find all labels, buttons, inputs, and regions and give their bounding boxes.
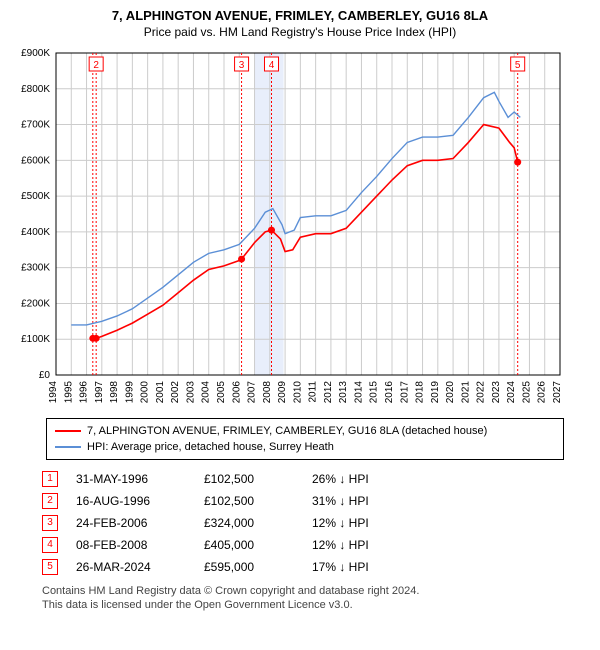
svg-text:2022: 2022 bbox=[476, 381, 487, 404]
svg-text:2020: 2020 bbox=[445, 381, 456, 404]
transaction-row: 3 24-FEB-2006 £324,000 12% ↓ HPI bbox=[42, 512, 592, 534]
svg-text:2002: 2002 bbox=[170, 381, 181, 404]
transaction-marker: 1 bbox=[42, 471, 58, 487]
svg-text:1995: 1995 bbox=[63, 381, 74, 404]
svg-text:£100K: £100K bbox=[21, 334, 50, 345]
svg-text:2019: 2019 bbox=[430, 381, 441, 404]
page-subtitle: Price paid vs. HM Land Registry's House … bbox=[8, 25, 592, 39]
svg-text:2023: 2023 bbox=[491, 381, 502, 404]
svg-text:2004: 2004 bbox=[201, 381, 212, 404]
transaction-date: 26-MAR-2024 bbox=[76, 556, 186, 578]
legend-row: HPI: Average price, detached house, Surr… bbox=[55, 439, 555, 455]
svg-text:£300K: £300K bbox=[21, 263, 50, 274]
legend-label-hpi: HPI: Average price, detached house, Surr… bbox=[87, 439, 334, 455]
svg-text:3: 3 bbox=[239, 60, 245, 71]
svg-text:2003: 2003 bbox=[185, 381, 196, 404]
svg-text:2: 2 bbox=[93, 60, 99, 71]
transaction-delta: 12% ↓ HPI bbox=[312, 512, 369, 534]
svg-text:1994: 1994 bbox=[48, 381, 59, 404]
transaction-marker: 2 bbox=[42, 493, 58, 509]
svg-text:2010: 2010 bbox=[292, 381, 303, 404]
svg-text:£600K: £600K bbox=[21, 155, 50, 166]
svg-text:1997: 1997 bbox=[94, 381, 105, 404]
transaction-table: 1 31-MAY-1996 £102,500 26% ↓ HPI 2 16-AUG-199… bbox=[42, 468, 592, 578]
svg-text:2016: 2016 bbox=[384, 381, 395, 404]
svg-text:2009: 2009 bbox=[277, 381, 288, 404]
svg-text:2013: 2013 bbox=[338, 381, 349, 404]
transaction-row: 5 26-MAR-2024 £595,000 17% ↓ HPI bbox=[42, 556, 592, 578]
svg-text:2017: 2017 bbox=[399, 381, 410, 404]
transaction-price: £595,000 bbox=[204, 556, 294, 578]
transaction-date: 31-MAY-1996 bbox=[76, 468, 186, 490]
svg-text:2021: 2021 bbox=[460, 381, 471, 404]
svg-text:2000: 2000 bbox=[140, 381, 151, 404]
svg-text:£800K: £800K bbox=[21, 84, 50, 95]
attribution-line: This data is licensed under the Open Gov… bbox=[42, 598, 592, 612]
attribution-line: Contains HM Land Registry data © Crown c… bbox=[42, 584, 592, 598]
transaction-marker: 3 bbox=[42, 515, 58, 531]
svg-text:5: 5 bbox=[515, 60, 521, 71]
legend-swatch-hpi bbox=[55, 446, 81, 448]
svg-text:2005: 2005 bbox=[216, 381, 227, 404]
svg-text:1999: 1999 bbox=[124, 381, 135, 404]
svg-text:£0: £0 bbox=[39, 370, 51, 381]
transaction-marker: 4 bbox=[42, 537, 58, 553]
transaction-price: £102,500 bbox=[204, 490, 294, 512]
transaction-date: 16-AUG-1996 bbox=[76, 490, 186, 512]
transaction-price: £324,000 bbox=[204, 512, 294, 534]
legend-label-price-paid: 7, ALPHINGTON AVENUE, FRIMLEY, CAMBERLEY… bbox=[87, 423, 487, 439]
svg-text:£700K: £700K bbox=[21, 120, 50, 131]
svg-text:£400K: £400K bbox=[21, 227, 50, 238]
svg-text:2018: 2018 bbox=[415, 381, 426, 404]
svg-text:£200K: £200K bbox=[21, 298, 50, 309]
svg-text:1998: 1998 bbox=[109, 381, 120, 404]
price-chart: £0 £100K £200K £300K £400K £500K £600K £700K £80… bbox=[8, 45, 568, 405]
transaction-delta: 12% ↓ HPI bbox=[312, 534, 369, 556]
transaction-price: £102,500 bbox=[204, 468, 294, 490]
transaction-delta: 17% ↓ HPI bbox=[312, 556, 369, 578]
transaction-date: 08-FEB-2008 bbox=[76, 534, 186, 556]
svg-text:£900K: £900K bbox=[21, 48, 50, 59]
svg-text:2026: 2026 bbox=[537, 381, 548, 404]
transaction-row: 1 31-MAY-1996 £102,500 26% ↓ HPI bbox=[42, 468, 592, 490]
svg-text:2024: 2024 bbox=[506, 381, 517, 404]
svg-text:2012: 2012 bbox=[323, 381, 334, 404]
chart-container: £0 £100K £200K £300K £400K £500K £600K £700K £80… bbox=[8, 45, 592, 410]
svg-text:£500K: £500K bbox=[21, 191, 50, 202]
transaction-date: 24-FEB-2006 bbox=[76, 512, 186, 534]
svg-text:2006: 2006 bbox=[231, 381, 242, 404]
transaction-row: 2 16-AUG-1996 £102,500 31% ↓ HPI bbox=[42, 490, 592, 512]
legend: 7, ALPHINGTON AVENUE, FRIMLEY, CAMBERLEY… bbox=[46, 418, 564, 460]
svg-text:4: 4 bbox=[269, 60, 275, 71]
attribution: Contains HM Land Registry data © Crown c… bbox=[42, 584, 592, 612]
transaction-delta: 31% ↓ HPI bbox=[312, 490, 369, 512]
svg-text:2014: 2014 bbox=[353, 381, 364, 404]
svg-text:2007: 2007 bbox=[247, 381, 258, 404]
legend-row: 7, ALPHINGTON AVENUE, FRIMLEY, CAMBERLEY… bbox=[55, 423, 555, 439]
svg-text:2011: 2011 bbox=[308, 381, 319, 403]
page-title: 7, ALPHINGTON AVENUE, FRIMLEY, CAMBERLEY… bbox=[8, 8, 592, 23]
transaction-delta: 26% ↓ HPI bbox=[312, 468, 369, 490]
svg-text:2008: 2008 bbox=[262, 381, 273, 404]
transaction-marker: 5 bbox=[42, 559, 58, 575]
legend-swatch-price-paid bbox=[55, 430, 81, 432]
transaction-price: £405,000 bbox=[204, 534, 294, 556]
svg-text:2027: 2027 bbox=[552, 381, 563, 404]
svg-text:1996: 1996 bbox=[79, 381, 90, 404]
svg-text:2025: 2025 bbox=[521, 381, 532, 404]
svg-text:2015: 2015 bbox=[369, 381, 380, 404]
transaction-row: 4 08-FEB-2008 £405,000 12% ↓ HPI bbox=[42, 534, 592, 556]
svg-text:2001: 2001 bbox=[155, 381, 166, 404]
